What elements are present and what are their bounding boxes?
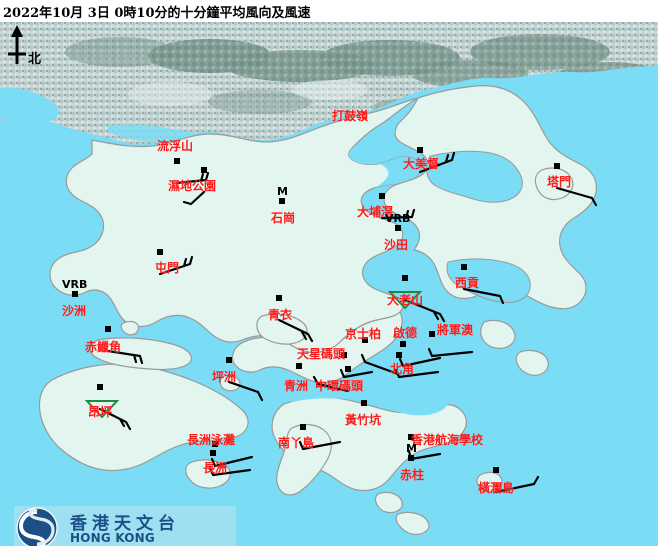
station-marker-dot bbox=[201, 167, 207, 173]
station-marker-dot bbox=[174, 158, 180, 164]
station-marker-dot bbox=[341, 352, 347, 358]
station-label: 打鼓嶺 bbox=[332, 109, 369, 123]
tap-mun-island bbox=[534, 167, 574, 201]
station-marker-dot bbox=[461, 264, 467, 270]
lamma-island bbox=[276, 423, 332, 496]
station-label: 將軍澳 bbox=[437, 323, 474, 337]
hko-logo: 香港天文台 HONG KONG OBSERVATORY bbox=[14, 506, 236, 546]
north-arrow-icon bbox=[8, 25, 26, 64]
station-label: 香港航海學校 bbox=[411, 433, 484, 447]
southern-islet bbox=[395, 511, 430, 535]
wind-barbs-layer bbox=[98, 151, 598, 494]
hko-swirl-icon bbox=[16, 507, 58, 546]
waglan-island bbox=[476, 471, 503, 493]
station-label: 屯門 bbox=[155, 261, 180, 275]
station-label: 天星碼頭 bbox=[297, 347, 346, 361]
station-marker-dot bbox=[296, 363, 302, 369]
map-graphics bbox=[0, 22, 658, 546]
po-toi-island bbox=[374, 491, 403, 514]
station-marker-dot bbox=[402, 275, 408, 281]
station-marker-dot bbox=[72, 291, 78, 297]
station-label: 塔門 bbox=[547, 175, 572, 189]
hong-kong-landmasses bbox=[38, 85, 597, 535]
station-label: 昂坪 bbox=[88, 405, 113, 419]
eastern-islet-2 bbox=[515, 349, 549, 376]
station-marker-dot bbox=[361, 400, 367, 406]
station-label: 啟德 bbox=[393, 326, 418, 340]
station-marker-dot bbox=[417, 147, 423, 153]
station-marker-dot bbox=[276, 295, 282, 301]
station-marker-dot bbox=[362, 337, 368, 343]
station-marker-dot bbox=[279, 198, 285, 204]
station-label: 橫瀾島 bbox=[478, 481, 515, 495]
station-label: 中環碼頭 bbox=[315, 379, 364, 393]
station-label: 京士柏 bbox=[345, 327, 382, 341]
station-marker-dot bbox=[379, 193, 385, 199]
station-marker-dot bbox=[395, 225, 401, 231]
title-bar: 2022年10月 3日 0時10分的十分鐘平均風向及風速 bbox=[0, 0, 658, 22]
station-label: 濕地公園 bbox=[168, 179, 217, 193]
station-marker-dot bbox=[345, 366, 351, 372]
station-label: 大老山 bbox=[387, 293, 424, 307]
station-marker-dot bbox=[157, 249, 163, 255]
calm-wind-indicator: M bbox=[277, 185, 288, 198]
station-label: 長洲泳灘 bbox=[187, 433, 236, 447]
tsing-yi-island bbox=[256, 313, 308, 345]
page-title: 2022年10月 3日 0時10分的十分鐘平均風向及風速 bbox=[3, 6, 311, 21]
hko-logo-english: HONG KONG OBSERVATORY bbox=[70, 531, 170, 546]
chek-lap-kok-airport bbox=[89, 337, 193, 371]
station-label: 青洲 bbox=[284, 379, 309, 393]
station-label: 黃竹坑 bbox=[345, 413, 382, 427]
station-marker-dot bbox=[396, 352, 402, 358]
station-marker-dot bbox=[554, 163, 560, 169]
variable-wind-indicator: VRB bbox=[62, 278, 88, 291]
station-label: 南丫島 bbox=[278, 436, 315, 450]
station-marker-dot bbox=[212, 441, 218, 447]
station-marker-dot bbox=[105, 326, 111, 332]
station-marker-dot bbox=[210, 450, 216, 456]
station-marker-dot bbox=[300, 424, 306, 430]
station-markers bbox=[72, 147, 560, 473]
station-marker-dot bbox=[493, 467, 499, 473]
station-marker-dot bbox=[408, 434, 414, 440]
station-label: 赤柱 bbox=[400, 468, 425, 482]
north-label: 北 bbox=[28, 52, 42, 67]
station-label: 坪洲 bbox=[212, 370, 237, 384]
station-label: 長洲 bbox=[203, 461, 228, 475]
station-label: 西貢 bbox=[455, 276, 480, 290]
gale-triangle-tates-cairn bbox=[387, 291, 423, 310]
gale-triangle-ngong-ping bbox=[84, 400, 120, 419]
station-label: 流浮山 bbox=[157, 139, 194, 153]
station-marker-dot bbox=[408, 455, 414, 461]
station-marker-dot bbox=[226, 357, 232, 363]
cheung-chau-island bbox=[185, 459, 231, 489]
station-label: 北角 bbox=[390, 362, 415, 376]
station-label: 青衣 bbox=[268, 308, 293, 322]
variable-wind-indicator: VRB bbox=[385, 212, 411, 225]
hko-logo-chinese: 香港天文台 bbox=[70, 514, 180, 534]
station-marker-dot bbox=[97, 384, 103, 390]
calm-wind-indicator: M bbox=[406, 442, 417, 455]
station-label: 沙田 bbox=[384, 238, 409, 252]
station-marker-dot bbox=[429, 331, 435, 337]
eastern-islet bbox=[480, 319, 516, 349]
station-label: 赤鱲角 bbox=[85, 340, 122, 354]
sha-chau-islet bbox=[120, 320, 139, 336]
gale-warning-markers bbox=[84, 291, 423, 419]
station-label: 石崗 bbox=[271, 211, 296, 225]
station-marker-dot bbox=[400, 341, 406, 347]
station-label: 大美督 bbox=[403, 157, 440, 171]
station-label: 大埔滘 bbox=[357, 205, 394, 219]
map-canvas: 北 打鼓嶺流浮山濕地公園石崗 M 大美督塔門大埔滘沙田 VRB 屯門沙洲 VRB 赤鱲角昂坪… bbox=[0, 22, 658, 546]
station-label: 沙洲 bbox=[62, 304, 87, 318]
kowloon-peninsula bbox=[231, 310, 403, 384]
